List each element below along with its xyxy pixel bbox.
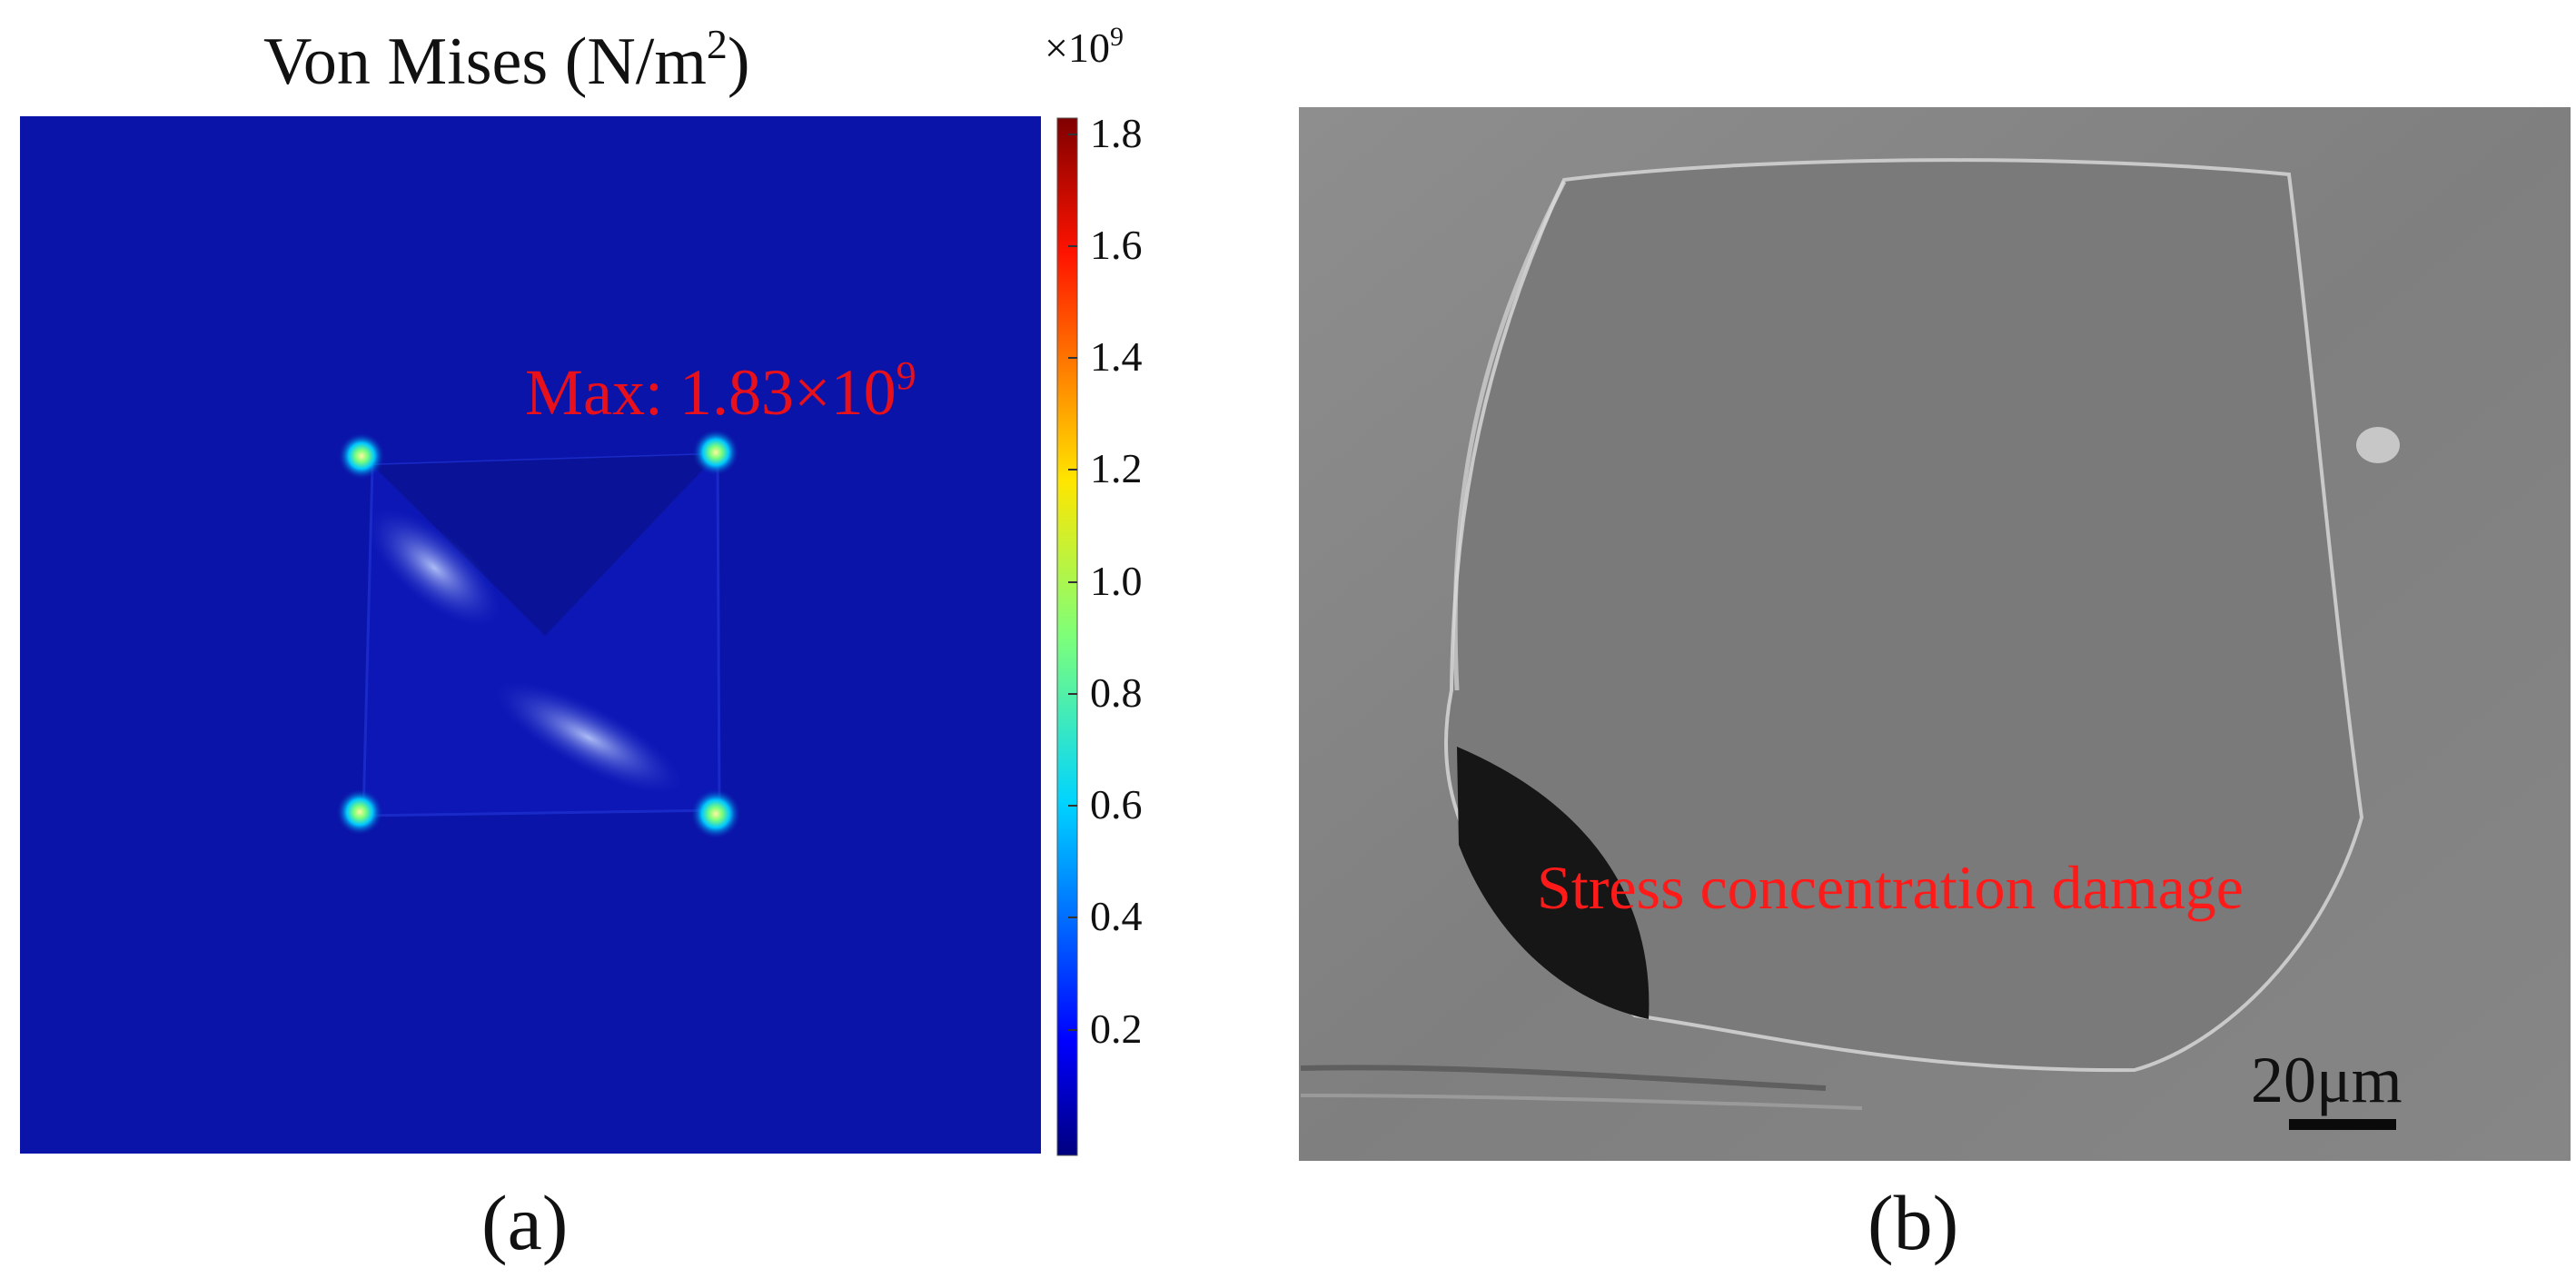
indent-outline (1443, 158, 2364, 1073)
colorbar-tick-label: 0.8 (1090, 669, 1143, 716)
colorbar-tick-label: 1.4 (1090, 333, 1143, 380)
hotspot-bottom-right (690, 788, 741, 839)
panel-a-fem-plot (20, 116, 1078, 1156)
colorbar-tick-label: 0.4 (1090, 893, 1143, 939)
stress-glow-upper (367, 509, 501, 627)
indent-face-top (372, 454, 718, 636)
colorbar (1056, 117, 1078, 1156)
scale-bar-label: 20μm (2251, 1044, 2403, 1116)
colorbar-tick-marks (1068, 134, 1077, 1031)
max-stress-exponent: 9 (896, 353, 916, 398)
indent-inner-rim (1452, 180, 1567, 691)
substrate-scratch (1300, 1065, 1827, 1091)
panel-label-b: (b) (1868, 1179, 1959, 1266)
colorbar-tick-label: 1.6 (1090, 222, 1143, 268)
stress-glow-lower (495, 681, 682, 794)
colorbar-tick-label: 0.6 (1090, 781, 1143, 827)
multiplier-exponent: 9 (1109, 22, 1124, 52)
title-superscript: 2 (706, 21, 728, 67)
substrate-scratch-2 (1300, 1094, 1863, 1110)
title-close: ) (727, 25, 750, 99)
colorbar-tick-label: 0.2 (1090, 1006, 1143, 1052)
panel-b-sem-image (1299, 107, 2571, 1161)
colorbar-tick-label: 1.8 (1090, 110, 1143, 156)
title-text: Von Mises (N/m (263, 25, 707, 99)
damage-region (1457, 747, 1650, 1019)
colorbar-title: Von Mises (N/m2) (263, 20, 750, 101)
max-stress-label: Max: 1.83×109 (525, 352, 916, 431)
panel-label-a: (a) (481, 1179, 569, 1266)
debris-particle (2356, 427, 2400, 463)
hotspot-top-right (692, 429, 739, 476)
max-stress-text: Max: 1.83×10 (525, 356, 897, 429)
colorbar-tick-label: 1.0 (1090, 558, 1143, 604)
hotspot-top-left (338, 432, 385, 480)
colorbar-tick-label: 1.2 (1090, 445, 1143, 491)
colorbar-multiplier: ×109 (1045, 22, 1124, 72)
hotspot-bottom-left (336, 788, 383, 836)
scale-bar (2289, 1119, 2396, 1130)
multiplier-text: ×10 (1045, 25, 1110, 71)
damage-annotation: Stress concentration damage (1537, 853, 2244, 922)
